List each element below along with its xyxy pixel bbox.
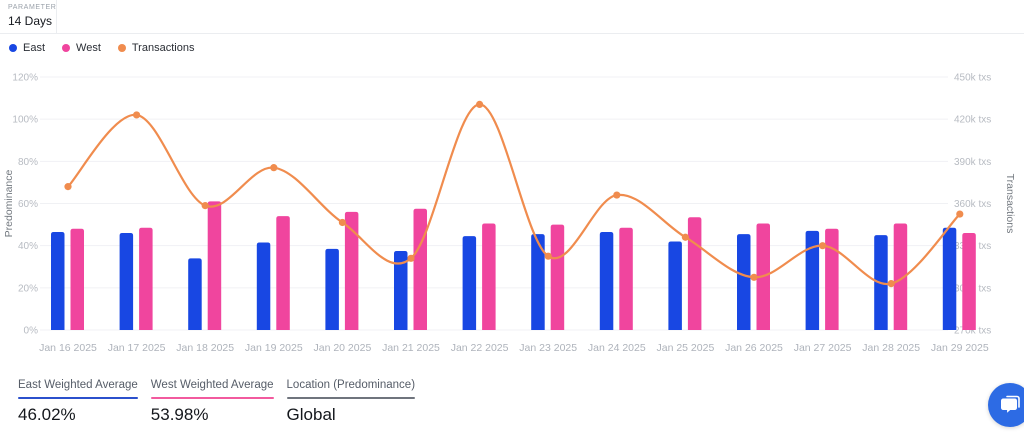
west-bar[interactable] bbox=[70, 228, 85, 330]
stat-label: West Weighted Average bbox=[150, 379, 274, 391]
chat-bubble-icon bbox=[1001, 395, 1020, 413]
x-axis-label: Jan 17 2025 bbox=[108, 342, 166, 354]
west-bar[interactable] bbox=[893, 223, 908, 330]
transactions-point[interactable] bbox=[476, 100, 484, 109]
stat-value: 53.98% bbox=[150, 405, 209, 424]
west-bar[interactable] bbox=[413, 208, 428, 330]
transactions-point[interactable] bbox=[819, 242, 827, 250]
right-axis-tick: 390k txs bbox=[954, 157, 991, 168]
west-bar[interactable] bbox=[207, 201, 222, 330]
x-axis-label: Jan 25 2025 bbox=[656, 342, 714, 354]
transactions-point[interactable] bbox=[201, 202, 209, 210]
right-axis-tick: 420k txs bbox=[954, 115, 991, 126]
left-axis-tick: 120% bbox=[12, 73, 38, 84]
chat-widget-button[interactable] bbox=[988, 383, 1024, 427]
west-bar[interactable] bbox=[344, 211, 359, 330]
right-axis-tick: 270k txs bbox=[954, 326, 991, 337]
stat-underline bbox=[286, 397, 416, 399]
east-bar[interactable] bbox=[805, 230, 820, 330]
x-axis-label: Jan 29 2025 bbox=[931, 342, 989, 354]
east-bar[interactable] bbox=[256, 242, 271, 330]
left-axis-tick: 0% bbox=[24, 326, 39, 337]
transactions-point[interactable] bbox=[887, 280, 895, 288]
left-axis-tick: 20% bbox=[18, 283, 38, 294]
left-axis-title: Predominance bbox=[3, 169, 15, 237]
right-axis-title: Transactions bbox=[1004, 174, 1016, 234]
transactions-point[interactable] bbox=[64, 183, 72, 191]
west-bar[interactable] bbox=[276, 216, 290, 330]
west-bar[interactable] bbox=[825, 228, 839, 330]
x-axis-label: Jan 18 2025 bbox=[176, 342, 234, 354]
transactions-point[interactable] bbox=[544, 252, 552, 260]
x-axis-label: Jan 20 2025 bbox=[313, 342, 371, 354]
stat-label: Location (Predominance) bbox=[286, 379, 416, 391]
right-axis-tick: 360k txs bbox=[954, 199, 991, 210]
transactions-point[interactable] bbox=[133, 111, 141, 119]
east-bar[interactable] bbox=[668, 241, 682, 330]
east-legend-dot bbox=[9, 43, 17, 52]
stat-location-predominance: Location (Predominance) Global bbox=[286, 379, 416, 424]
transactions-point[interactable] bbox=[956, 210, 964, 218]
summary-stats: East Weighted Average 46.02% West Weight… bbox=[18, 379, 416, 424]
stat-underline bbox=[18, 397, 138, 399]
stat-value: Global bbox=[286, 405, 336, 424]
left-axis-tick: 80% bbox=[18, 157, 38, 168]
stat-west-weighted-average: West Weighted Average 53.98% bbox=[150, 379, 274, 424]
east-bar[interactable] bbox=[462, 236, 477, 330]
left-axis-tick: 60% bbox=[18, 199, 38, 210]
west-legend-dot bbox=[62, 43, 71, 52]
legend-label-east: East bbox=[23, 41, 46, 54]
parameter-label: PARAMETER bbox=[8, 4, 57, 11]
stat-value: 46.02% bbox=[18, 405, 76, 424]
x-axis-label: Jan 23 2025 bbox=[519, 342, 577, 354]
east-bar[interactable] bbox=[737, 234, 751, 330]
transactions-point[interactable] bbox=[407, 254, 415, 262]
legend-label-west: West bbox=[76, 41, 101, 54]
east-bar[interactable] bbox=[394, 250, 408, 330]
parameter-dropdown[interactable]: PARAMETER 14 Days bbox=[0, 0, 57, 33]
east-bar[interactable] bbox=[599, 231, 614, 330]
left-axis-tick: 100% bbox=[12, 115, 38, 126]
x-axis-label: Jan 21 2025 bbox=[382, 342, 440, 354]
east-bar[interactable] bbox=[51, 231, 65, 330]
west-bar[interactable] bbox=[139, 227, 153, 330]
transactions-point[interactable] bbox=[613, 191, 621, 199]
west-bar[interactable] bbox=[482, 223, 496, 330]
x-axis-label: Jan 16 2025 bbox=[39, 342, 97, 354]
west-bar[interactable] bbox=[962, 233, 976, 330]
x-axis-label: Jan 24 2025 bbox=[588, 342, 646, 354]
chart-legend: East West Transactions bbox=[0, 33, 1024, 62]
legend-item-west[interactable]: West bbox=[62, 42, 101, 54]
x-axis-label: Jan 22 2025 bbox=[451, 342, 509, 354]
legend-item-transactions[interactable]: Transactions bbox=[117, 41, 195, 54]
transactions-point[interactable] bbox=[270, 164, 278, 172]
stat-east-weighted-average: East Weighted Average 46.02% bbox=[18, 379, 138, 424]
x-axis-label: Jan 27 2025 bbox=[794, 342, 852, 354]
transactions-legend-dot bbox=[117, 43, 126, 52]
transactions-point[interactable] bbox=[750, 273, 758, 281]
x-axis-label: Jan 26 2025 bbox=[725, 342, 783, 354]
x-axis-label: Jan 19 2025 bbox=[245, 342, 303, 354]
transactions-point[interactable] bbox=[681, 233, 690, 241]
east-bar[interactable] bbox=[188, 258, 202, 330]
east-bar[interactable] bbox=[531, 234, 545, 330]
stat-underline bbox=[150, 397, 274, 399]
x-axis-label: Jan 28 2025 bbox=[862, 342, 920, 354]
west-bar[interactable] bbox=[550, 224, 565, 330]
legend-item-east[interactable]: East bbox=[9, 42, 45, 54]
east-bar[interactable] bbox=[325, 248, 339, 330]
transactions-line[interactable] bbox=[67, 103, 961, 285]
legend-label-transactions: Transactions bbox=[131, 41, 195, 54]
east-bar[interactable] bbox=[942, 227, 957, 330]
west-bar[interactable] bbox=[619, 227, 633, 330]
stat-label: East Weighted Average bbox=[18, 379, 138, 391]
east-bar[interactable] bbox=[119, 233, 134, 330]
parameter-value: 14 Days bbox=[8, 14, 53, 28]
right-axis-tick: 450k txs bbox=[954, 73, 991, 84]
transactions-point[interactable] bbox=[338, 218, 346, 227]
left-axis-tick: 40% bbox=[18, 241, 38, 252]
west-bar[interactable] bbox=[687, 217, 702, 330]
top-bar: PARAMETER 14 Days bbox=[0, 0, 1024, 34]
